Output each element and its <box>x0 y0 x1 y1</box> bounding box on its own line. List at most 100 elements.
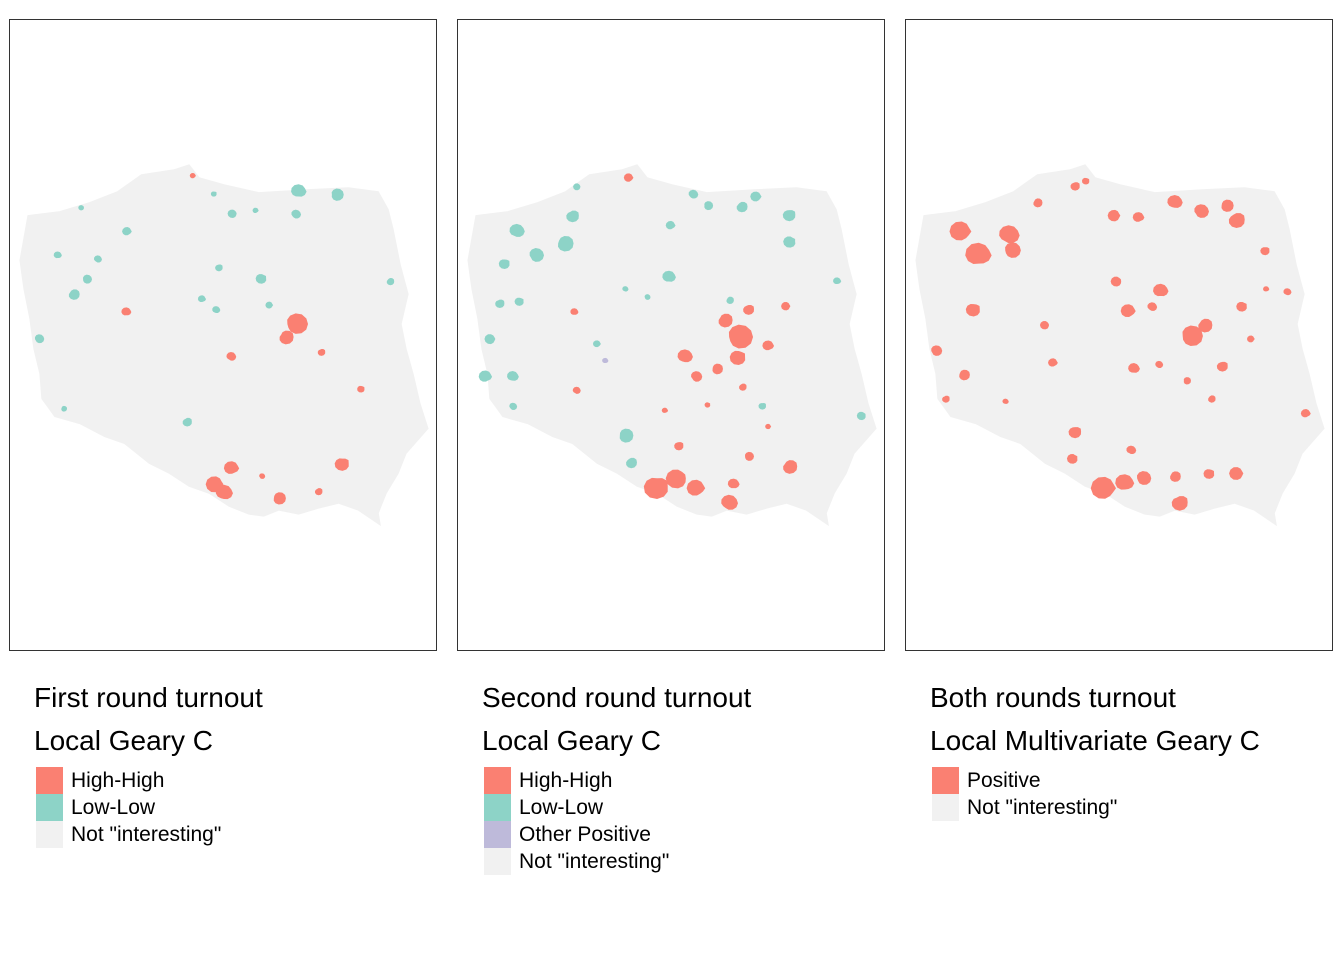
low-low-cluster <box>215 264 223 272</box>
high-high-cluster <box>1147 302 1158 311</box>
legend-swatch <box>36 767 63 794</box>
legend-subtitle: Local Geary C <box>482 725 661 756</box>
low-low-cluster <box>507 371 519 381</box>
low-low-cluster <box>644 294 651 300</box>
legend-label: Other Positive <box>519 822 651 846</box>
legend-title: Second round turnout <box>482 682 752 713</box>
high-high-cluster <box>1033 198 1043 208</box>
legend-item-low-low: Low-Low <box>34 794 454 821</box>
legend-swatch <box>36 821 63 848</box>
high-high-cluster <box>273 492 286 505</box>
high-high-cluster <box>729 350 746 365</box>
high-high-cluster <box>765 423 772 430</box>
legend-title: First round turnout <box>34 682 263 713</box>
low-low-cluster <box>78 205 84 211</box>
high-high-cluster <box>259 473 266 479</box>
high-high-cluster <box>745 451 755 461</box>
high-high-cluster <box>965 304 980 317</box>
high-high-cluster <box>781 301 791 311</box>
high-high-cluster <box>712 363 723 375</box>
low-low-cluster <box>386 277 395 286</box>
high-high-cluster <box>1283 288 1292 296</box>
low-low-cluster <box>856 411 866 421</box>
high-high-cluster <box>1183 377 1191 385</box>
low-low-cluster <box>665 220 676 230</box>
high-high-cluster <box>1216 361 1228 372</box>
low-low-cluster <box>291 209 302 219</box>
legend-swatch <box>484 794 511 821</box>
low-low-cluster <box>255 274 267 284</box>
high-high-cluster <box>1155 360 1164 369</box>
low-low-cluster <box>509 223 525 237</box>
high-high-cluster <box>1110 276 1122 287</box>
legend-subtitle: Local Geary C <box>34 725 213 756</box>
high-high-cluster <box>1048 358 1058 367</box>
low-low-cluster <box>34 334 45 344</box>
high-high-cluster <box>287 313 309 334</box>
poland-outline <box>19 164 429 527</box>
high-high-cluster <box>1236 301 1247 312</box>
low-low-cluster <box>782 210 796 222</box>
low-low-cluster <box>68 289 80 300</box>
legend-item-not-interesting: Not "interesting" <box>482 848 902 875</box>
high-high-cluster <box>1128 363 1140 373</box>
high-high-cluster <box>226 352 237 361</box>
low-low-cluster <box>626 457 637 469</box>
low-low-cluster <box>573 183 581 191</box>
high-high-cluster <box>1171 496 1188 511</box>
high-high-cluster <box>1153 283 1169 297</box>
high-high-cluster <box>223 461 240 474</box>
high-high-cluster <box>1170 471 1181 482</box>
legend-both-rounds: Both rounds turnout Local Multivariate G… <box>930 676 1344 821</box>
high-high-cluster <box>1070 182 1080 191</box>
high-high-cluster <box>728 324 754 349</box>
low-low-cluster <box>750 191 762 202</box>
high-high-cluster <box>1120 304 1136 317</box>
low-low-cluster <box>558 235 574 252</box>
high-high-cluster <box>727 478 740 489</box>
poland-map-second-round <box>467 164 877 527</box>
legend-item-low-low: Low-Low <box>482 794 902 821</box>
legend-title: Both rounds turnout <box>930 682 1176 713</box>
high-high-cluster <box>189 172 196 179</box>
low-low-cluster <box>252 207 259 213</box>
high-high-cluster <box>1090 476 1116 499</box>
low-low-cluster <box>227 209 237 218</box>
high-high-cluster <box>959 369 970 381</box>
high-high-cluster <box>1115 474 1135 490</box>
low-low-cluster <box>197 295 207 303</box>
low-low-cluster <box>291 184 307 197</box>
legend-label: Not "interesting" <box>967 795 1118 819</box>
high-high-cluster <box>1300 409 1311 418</box>
low-low-cluster <box>265 301 274 309</box>
low-low-cluster <box>484 334 496 345</box>
low-low-cluster <box>182 417 192 427</box>
legend-item-not-interesting: Not "interesting" <box>34 821 454 848</box>
high-high-cluster <box>691 371 703 382</box>
legend-swatch <box>484 821 511 848</box>
high-high-cluster <box>1228 213 1245 229</box>
low-low-cluster <box>783 236 796 248</box>
legend-item-positive: Positive <box>930 767 1344 794</box>
legend-label: Low-Low <box>71 795 156 819</box>
high-high-cluster <box>739 383 747 391</box>
high-high-cluster <box>1002 398 1009 404</box>
legend-item-high-high: High-High <box>34 767 454 794</box>
legend-label: Low-Low <box>519 795 604 819</box>
high-high-cluster <box>721 494 739 510</box>
low-low-cluster <box>662 270 676 282</box>
low-low-cluster <box>736 201 748 213</box>
high-high-cluster <box>783 460 798 474</box>
legend-item-high-high: High-High <box>482 767 902 794</box>
high-high-cluster <box>1203 469 1215 479</box>
low-low-cluster <box>61 405 68 412</box>
low-low-cluster <box>758 402 766 410</box>
low-low-cluster <box>212 306 221 314</box>
high-high-cluster <box>1182 325 1203 347</box>
low-low-cluster <box>53 251 62 259</box>
low-low-cluster <box>833 277 842 285</box>
low-low-cluster <box>509 402 518 410</box>
legend-swatch <box>484 767 511 794</box>
high-high-cluster <box>965 242 992 264</box>
low-low-cluster <box>93 255 103 263</box>
